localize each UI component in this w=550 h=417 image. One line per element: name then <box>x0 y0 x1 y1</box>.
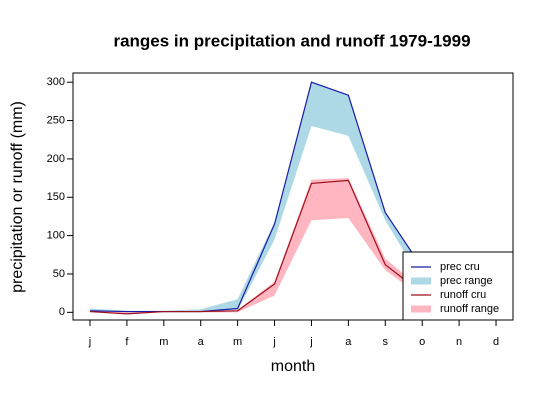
x-axis-label: month <box>271 358 315 375</box>
plot-frame <box>72 72 514 321</box>
x-tick-label: j <box>309 336 312 348</box>
legend-label: runoff cru <box>440 289 486 301</box>
legend-label: prec cru <box>440 261 480 273</box>
x-tick-label: j <box>272 336 275 348</box>
x-tick-label: a <box>198 336 205 348</box>
x-tick-label: m <box>159 336 168 348</box>
y-tick-label: 100 <box>47 230 65 242</box>
x-tick-label: m <box>233 336 242 348</box>
x-tick-label: s <box>383 336 389 348</box>
y-tick-label: 150 <box>47 191 65 203</box>
y-tick-label: 300 <box>47 76 65 88</box>
x-tick-label: d <box>493 336 499 348</box>
x-tick-label: o <box>419 336 425 348</box>
x-tick-label: j <box>88 336 91 348</box>
y-tick-label: 200 <box>47 153 65 165</box>
y-tick-label: 50 <box>53 268 65 280</box>
x-tick-label: a <box>345 336 352 348</box>
chart-title: ranges in precipitation and runoff 1979-… <box>113 31 470 50</box>
legend-label: prec range <box>440 275 493 287</box>
legend-label: runoff range <box>440 303 499 315</box>
y-axis-label: precipitation or runoff (mm) <box>9 101 26 293</box>
x-tick-label: n <box>456 336 462 348</box>
range-band <box>89 178 497 314</box>
y-tick-label: 0 <box>59 306 65 318</box>
y-tick-label: 250 <box>47 114 65 126</box>
x-tick-label: f <box>125 336 129 348</box>
